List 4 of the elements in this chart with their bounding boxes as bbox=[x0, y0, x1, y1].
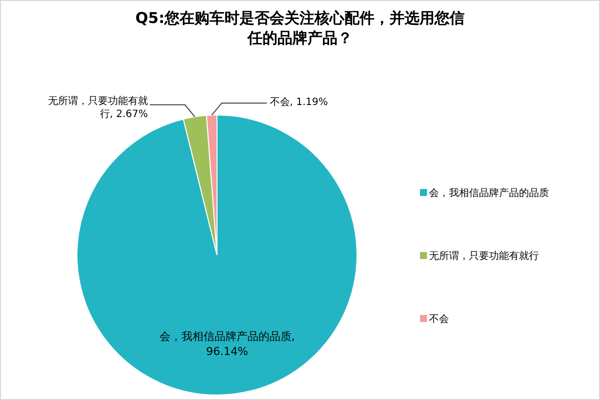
legend-label: 不会 bbox=[429, 313, 449, 325]
legend-label: 无所谓，只要功能有就行 bbox=[429, 250, 539, 262]
title: Q5:您在购车时是否会关注核心配件，并选用您信任的品牌产品？ bbox=[135, 8, 465, 48]
legend-label: 会，我相信品牌产品的品质 bbox=[429, 187, 549, 199]
